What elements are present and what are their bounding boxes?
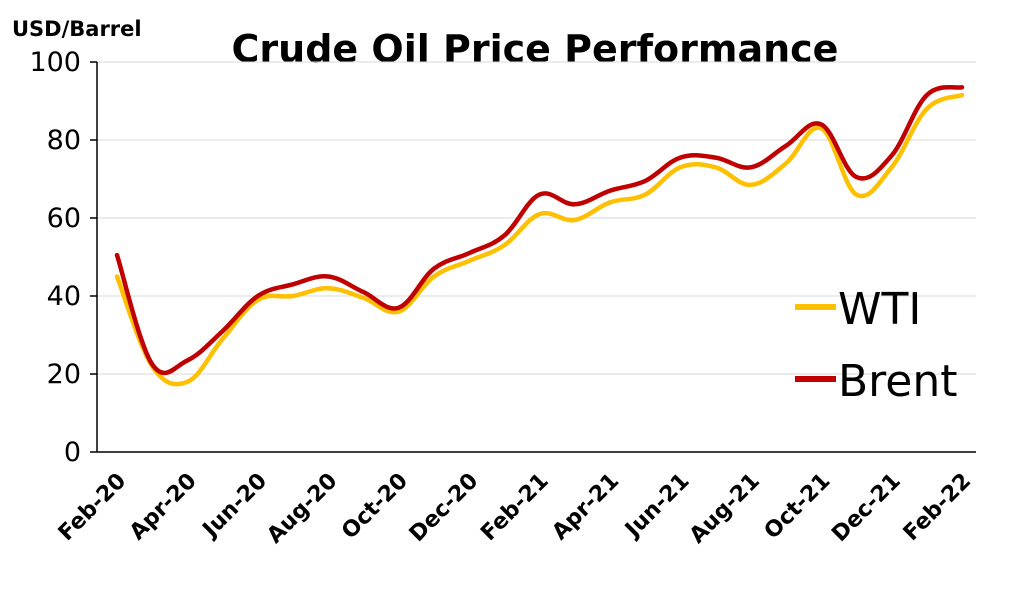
x-tick-label: Feb-22	[899, 469, 976, 546]
series-lines	[114, 84, 965, 387]
x-tick-label: Aug-20	[262, 469, 342, 549]
y-tick-label: 80	[47, 125, 81, 156]
axes	[96, 62, 976, 453]
y-tick-label: 20	[47, 359, 81, 390]
x-tick-label: Feb-20	[54, 469, 131, 546]
legend: WTI Brent	[795, 284, 958, 407]
x-tick-label: Feb-21	[476, 469, 553, 546]
series-line-brent	[114, 84, 965, 376]
y-tick-label: 100	[29, 47, 81, 78]
chart-title: Crude Oil Price Performance	[232, 27, 839, 71]
y-tick-label: 40	[47, 281, 81, 312]
y-axis-unit-label: USD/Barrel	[12, 17, 142, 41]
x-axis-ticks: Feb-20Apr-20Jun-20Aug-20Oct-20Dec-20Feb-…	[54, 469, 976, 549]
y-axis-ticks: 0 20 40 60 80 100	[29, 47, 97, 468]
x-tick-label: Aug-21	[685, 469, 765, 549]
x-tick-label: Dec-21	[827, 469, 905, 547]
y-tick-label: 60	[47, 203, 81, 234]
series-line-wti	[114, 92, 965, 387]
x-tick-label: Oct-21	[760, 469, 836, 545]
x-tick-label: Dec-20	[405, 469, 483, 547]
x-tick-label: Apr-21	[548, 469, 625, 546]
legend-label-brent: Brent	[838, 356, 958, 407]
y-tick-label: 0	[64, 437, 81, 468]
x-tick-label: Jun-20	[197, 469, 272, 544]
legend-label-wti: WTI	[838, 284, 921, 335]
x-tick-label: Oct-20	[337, 469, 413, 545]
x-tick-label: Jun-21	[619, 469, 694, 544]
x-tick-label: Apr-20	[125, 469, 202, 546]
